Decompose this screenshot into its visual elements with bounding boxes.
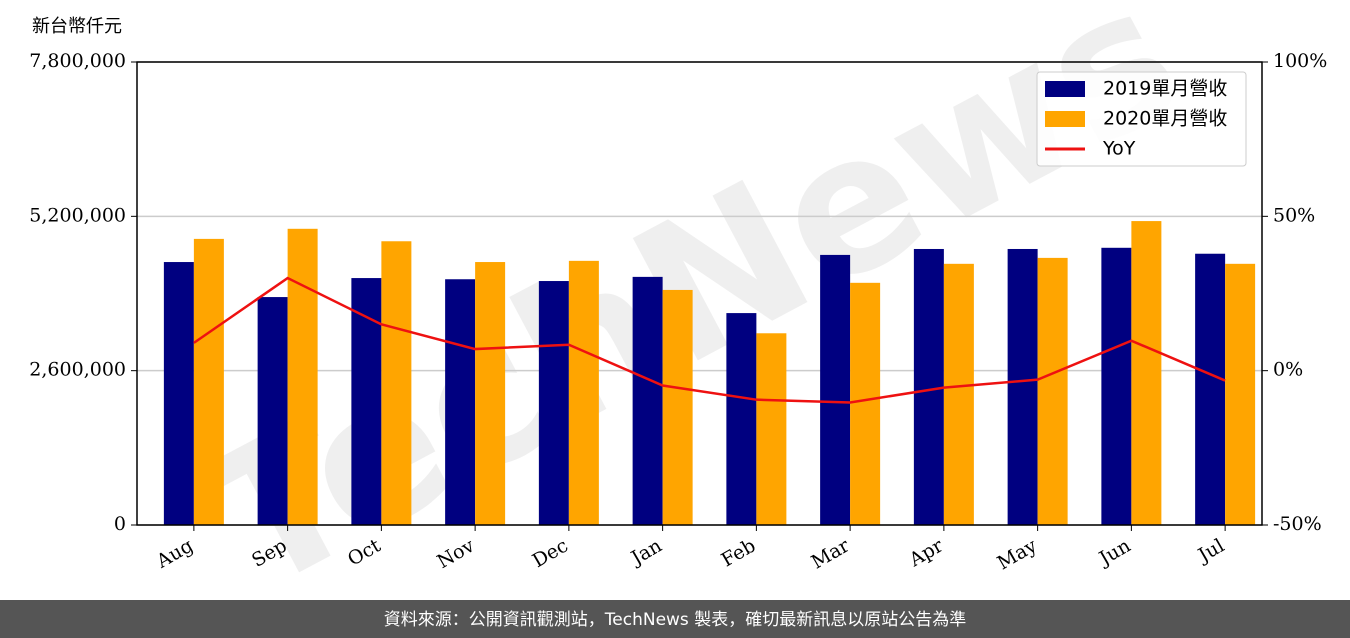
bar — [1037, 257, 1068, 525]
legend-label: 2019單月營收 — [1103, 78, 1227, 100]
bar — [1195, 253, 1226, 525]
legend-label: 2020單月營收 — [1103, 108, 1227, 130]
bar — [287, 228, 318, 526]
bar — [850, 282, 881, 525]
bar — [1101, 247, 1132, 526]
bar — [568, 260, 599, 525]
bar — [662, 289, 693, 525]
bar — [1225, 263, 1256, 525]
y-unit-label: 新台幣仟元 — [32, 16, 122, 37]
source-note: 資料來源：公開資訊觀測站，TechNews 製表，確切最新訊息以原站公告為準 — [384, 610, 966, 630]
x-tick-label: May — [994, 534, 1041, 574]
y2-tick-label: 50% — [1273, 204, 1315, 226]
bar — [913, 248, 944, 525]
bar — [351, 278, 382, 525]
bar — [943, 263, 974, 525]
bar — [163, 262, 194, 525]
legend-label: YoY — [1102, 138, 1136, 160]
y-tick-label: 0 — [114, 513, 126, 535]
bar — [193, 238, 224, 525]
y-tick-label: 5,200,000 — [29, 204, 126, 226]
x-tick-label: Mar — [808, 534, 854, 573]
bar — [475, 262, 506, 525]
bar — [538, 281, 569, 525]
x-tick-label: Dec — [529, 535, 572, 573]
legend-swatch — [1045, 81, 1085, 97]
bar — [820, 254, 851, 525]
x-tick-label: Jun — [1094, 535, 1135, 571]
legend-box — [1036, 71, 1247, 167]
y2-tick-label: 0% — [1273, 359, 1303, 381]
x-tick-label: Jan — [626, 535, 666, 571]
bar — [381, 241, 412, 525]
bar — [257, 297, 288, 525]
y-tick-label: 7,800,000 — [29, 50, 126, 72]
y2-tick-label: 100% — [1273, 50, 1327, 72]
x-tick-label: Jul — [1193, 535, 1228, 568]
bar — [632, 276, 663, 525]
footer-bar — [0, 600, 1350, 638]
y2-tick-label: -50% — [1273, 513, 1322, 535]
bar — [1131, 221, 1162, 526]
bar — [1007, 248, 1038, 525]
y-tick-label: 2,600,000 — [29, 359, 126, 381]
bar — [756, 333, 787, 525]
bar — [445, 279, 476, 525]
x-tick-label: Aug — [152, 535, 197, 574]
legend-swatch — [1045, 111, 1085, 127]
plot-frame — [136, 61, 1263, 526]
x-tick-label: Apr — [905, 534, 948, 571]
bar — [726, 313, 757, 525]
x-tick-label: Feb — [718, 535, 760, 572]
line — [193, 276, 1226, 404]
